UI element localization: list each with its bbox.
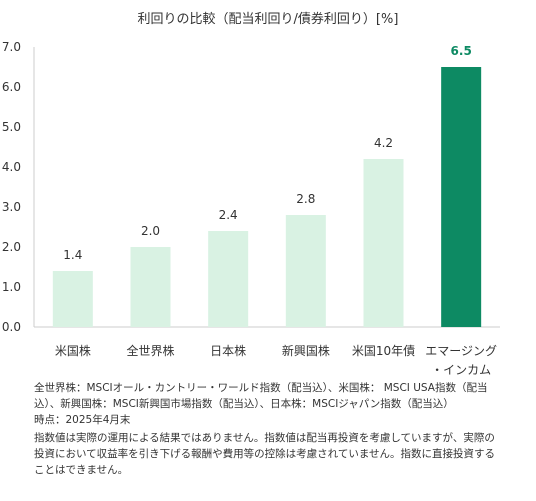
footnote-date: 時点：2025年4月末 [34, 414, 131, 426]
bar-value-label: 1.4 [63, 248, 82, 262]
footnote-disclaimer: 指数値は実際の運用による結果ではありません。指数値は配当再投資を考慮していますが… [34, 432, 496, 476]
x-category-label: 日本株 [210, 343, 246, 358]
bar [441, 67, 482, 327]
x-category-label-line: ・インカム [431, 363, 491, 377]
y-tick-label: 5.0 [2, 120, 21, 134]
y-tick-label: 3.0 [2, 200, 21, 214]
bar [285, 215, 326, 327]
footnotes: 全世界株：MSCIオール・カントリー・ワールド指数（配当込）、米国株： MSCI… [34, 380, 504, 478]
y-tick-label: 7.0 [2, 40, 21, 54]
bar-chart: 0.0 1.0 2.0 3.0 4.0 5.0 6.0 7.0 1.4 米国株 2.0 全世界株 2.4… [2, 40, 500, 377]
x-category-label-line: 日本株 [210, 343, 246, 358]
y-tick-label: 4.0 [2, 160, 21, 174]
x-category-label-line: エマージング [425, 344, 497, 358]
x-category-label-line: 米国10年債 [352, 343, 415, 358]
bar [52, 271, 93, 327]
x-category-label: 全世界株 [126, 343, 174, 358]
x-category-label-line: 新興国株 [282, 343, 330, 358]
x-category-label: エマージング・インカム [425, 344, 497, 377]
x-category-label: 米国株 [55, 343, 91, 358]
bar-value-label: 2.8 [296, 192, 315, 206]
y-tick-label: 6.0 [2, 80, 21, 94]
x-category-label: 米国10年債 [352, 343, 415, 358]
bar-value-label: 6.5 [451, 44, 472, 58]
bar-value-label: 4.2 [374, 136, 393, 150]
bar-value-label: 2.0 [141, 224, 160, 238]
chart-title: 利回りの比較（配当利回り/債券利回り）[%] [137, 12, 399, 27]
x-category-label-line: 全世界株 [126, 343, 174, 358]
footnote-index-definitions: 全世界株：MSCIオール・カントリー・ワールド指数（配当込）、米国株： MSCI… [34, 382, 488, 410]
bar [363, 159, 404, 327]
x-category-label-line: 米国株 [55, 343, 91, 358]
bar [208, 231, 249, 327]
y-tick-label: 2.0 [2, 240, 21, 254]
y-tick-label: 1.0 [2, 280, 21, 294]
bar [130, 247, 171, 327]
y-tick-label: 0.0 [2, 320, 21, 334]
x-category-label: 新興国株 [282, 343, 330, 358]
bar-value-label: 2.4 [219, 208, 238, 222]
